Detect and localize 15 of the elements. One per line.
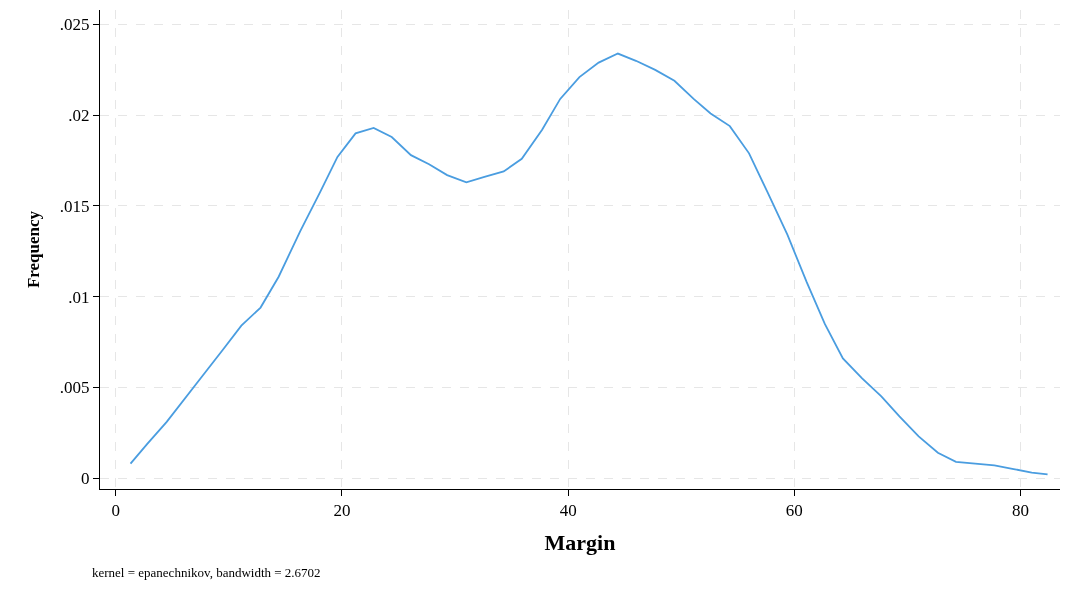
y-axis-title: Frequency [24, 210, 44, 289]
y-tick-label: .025 [59, 15, 90, 35]
y-tick-label: 0 [81, 469, 90, 489]
x-axis-title: Margin [544, 530, 616, 556]
x-tick-label: 20 [333, 501, 351, 521]
y-tick-label: .02 [68, 106, 90, 126]
y-tick-label: .005 [59, 378, 90, 398]
x-tick-label: 40 [559, 501, 577, 521]
x-tick-label: 0 [111, 501, 121, 521]
line-series [129, 52, 1049, 476]
x-tick-label: 80 [1011, 501, 1029, 521]
x-tick-label: 60 [785, 501, 803, 521]
text: kernel = epanechnikov, bandwidth = 2.6702 [92, 565, 321, 580]
y-tick-label: .015 [59, 196, 90, 216]
y-tick-label: .01 [68, 287, 90, 307]
